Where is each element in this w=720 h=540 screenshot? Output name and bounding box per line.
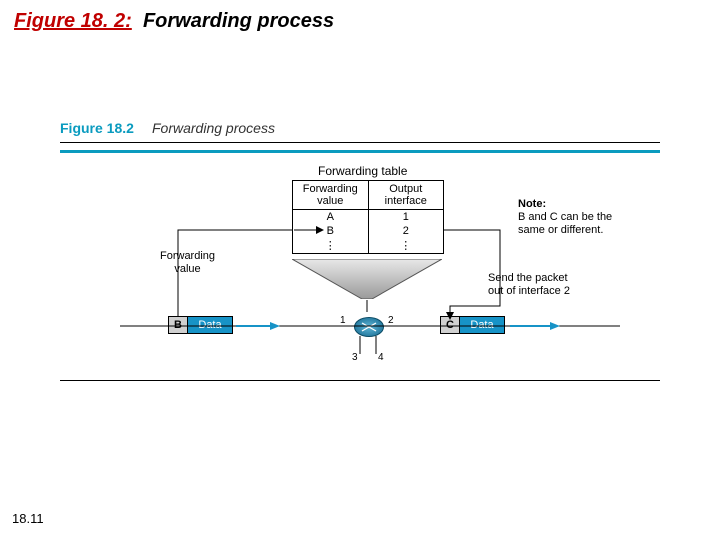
port-2: 2 xyxy=(388,315,394,326)
page-number: 18.11 xyxy=(12,511,44,526)
port-3: 3 xyxy=(352,352,358,363)
port-1: 1 xyxy=(340,315,346,326)
diagram: Figure 18.2 Forwarding process Forwardin… xyxy=(60,120,660,400)
figure-number: Figure 18. 2: xyxy=(14,10,132,32)
slide-title: Figure 18. 2: Forwarding process xyxy=(14,10,334,33)
port-4: 4 xyxy=(378,352,384,363)
slide-title-text: Forwarding process xyxy=(143,10,334,32)
wires xyxy=(60,120,660,400)
